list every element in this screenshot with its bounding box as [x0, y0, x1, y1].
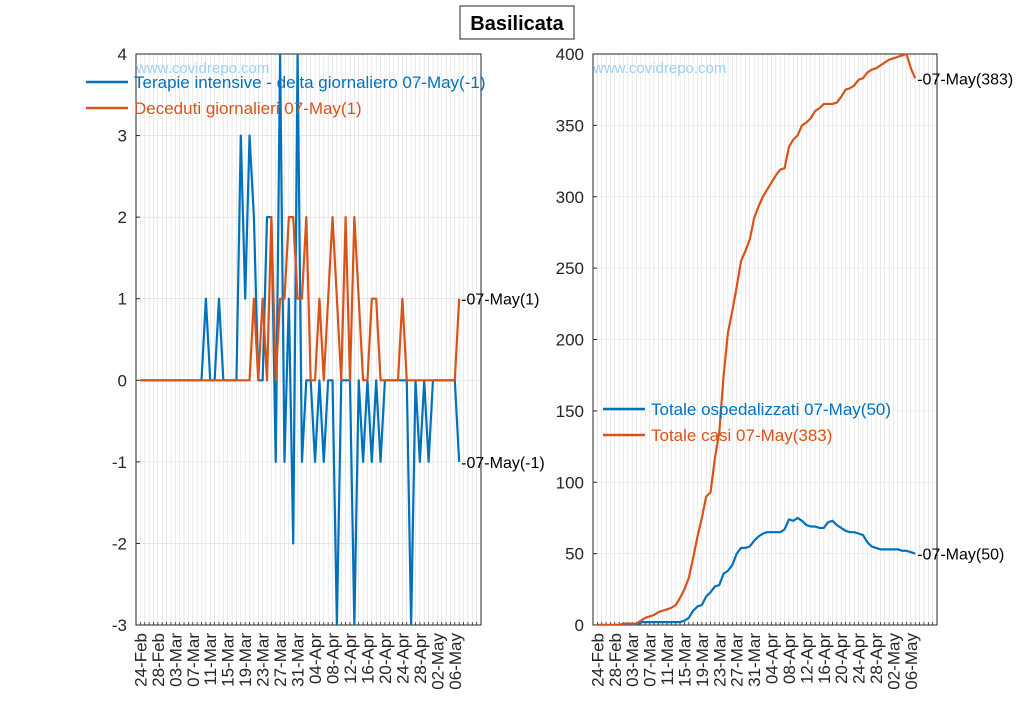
y-tick-label: 300: [556, 188, 584, 207]
x-tick-label: 07-Mar: [184, 633, 203, 687]
legend-label-0: Terapie intensive - delta giornaliero 07…: [134, 73, 486, 92]
x-tick-label: 20-Apr: [832, 633, 851, 684]
y-tick-label: 0: [118, 371, 127, 390]
watermark: www.covidrepo.com: [592, 60, 726, 77]
end-label-1: -07-May(383): [917, 71, 1013, 88]
y-tick-label: -1: [112, 453, 127, 472]
x-tick-label: 24-Apr: [850, 633, 869, 684]
legend-label-1: Deceduti giornalieri 07-May(1): [134, 99, 362, 118]
x-tick-label: 12-Apr: [341, 633, 360, 684]
x-tick-label: 04-Apr: [306, 633, 325, 684]
y-tick-label: 3: [118, 127, 127, 146]
y-tick-label: 0: [575, 616, 584, 635]
series-line-0: [597, 516, 916, 625]
chart-title: Basilicata: [470, 13, 564, 35]
x-tick-label: 23-Mar: [710, 633, 729, 687]
axes-box: [135, 53, 482, 626]
x-tick-label: 24-Feb: [588, 633, 607, 687]
x-tick-label: 20-Apr: [376, 633, 395, 684]
y-tick-label: 2: [118, 208, 127, 227]
y-tick-label: 400: [556, 45, 584, 64]
x-tick-label: 24-Feb: [131, 633, 150, 687]
x-tick-label: 06-May: [446, 633, 465, 690]
x-tick-label: 16-Apr: [815, 633, 834, 684]
x-tick-label: 15-Mar: [675, 633, 694, 687]
x-tick-label: 27-Mar: [728, 633, 747, 687]
y-tick-label: -2: [112, 534, 127, 553]
x-tick-label: 12-Apr: [797, 633, 816, 684]
legend-label-0: Totale ospedalizzati 07-May(50): [651, 400, 891, 419]
x-tick-label: 03-Mar: [166, 633, 185, 687]
x-tick-label: 28-Feb: [606, 633, 625, 687]
y-tick-label: 100: [556, 473, 584, 492]
x-tick-label: 02-May: [884, 633, 903, 690]
watermark: www.covidrepo.com: [135, 60, 269, 77]
title-box: [459, 5, 575, 40]
end-label-0: -07-May(-1): [461, 455, 545, 472]
x-tick-label: 28-Feb: [149, 633, 168, 687]
y-tick-label: 350: [556, 116, 584, 135]
axes-box: [592, 53, 938, 626]
x-tick-label: 19-Mar: [693, 633, 712, 687]
x-tick-label: 31-Mar: [289, 633, 308, 687]
x-tick-label: 06-May: [902, 633, 921, 690]
x-tick-label: 03-Mar: [623, 633, 642, 687]
x-tick-label: 16-Apr: [358, 633, 377, 684]
y-tick-label: 1: [118, 290, 127, 309]
y-tick-label: 250: [556, 259, 584, 278]
y-tick-label: -3: [112, 616, 127, 635]
x-tick-label: 08-Apr: [780, 633, 799, 684]
end-label-0: -07-May(50): [917, 547, 1004, 564]
x-tick-label: 28-Apr: [867, 633, 886, 684]
legend-label-1: Totale casi 07-May(383): [651, 426, 832, 445]
y-tick-label: 200: [556, 331, 584, 350]
left-panel: -3 -2 -1 0 1 2 3 4 24-Feb28-Feb03-Mar07-Mar11-Ma…: [86, 45, 545, 690]
end-label-1: -07-May(1): [461, 292, 539, 309]
x-tick-label: 24-Apr: [393, 633, 412, 684]
y-tick-label: 150: [556, 402, 584, 421]
x-tick-label: 27-Mar: [271, 633, 290, 687]
x-tick-label: 31-Mar: [745, 633, 764, 687]
x-tick-label: 15-Mar: [219, 633, 238, 687]
x-tick-label: 07-Mar: [641, 633, 660, 687]
y-tick-label: 4: [118, 45, 127, 64]
x-tick-label: 11-Mar: [201, 633, 220, 686]
x-tick-label: 08-Apr: [324, 633, 343, 684]
x-tick-label: 23-Mar: [254, 633, 273, 687]
right-panel: 0 50 100 150 200 250 300 350 400 24-Feb28-Feb03-M…: [556, 45, 1014, 690]
series-line-1: [140, 216, 461, 382]
x-tick-label: 02-May: [428, 633, 447, 690]
x-tick-label: 04-Apr: [763, 633, 782, 684]
x-tick-label: 19-Mar: [236, 633, 255, 687]
y-tick-label: 50: [565, 545, 584, 564]
x-tick-label: 11-Mar: [658, 633, 677, 686]
x-tick-label: 28-Apr: [411, 633, 430, 684]
series-line-1: [597, 54, 917, 625]
